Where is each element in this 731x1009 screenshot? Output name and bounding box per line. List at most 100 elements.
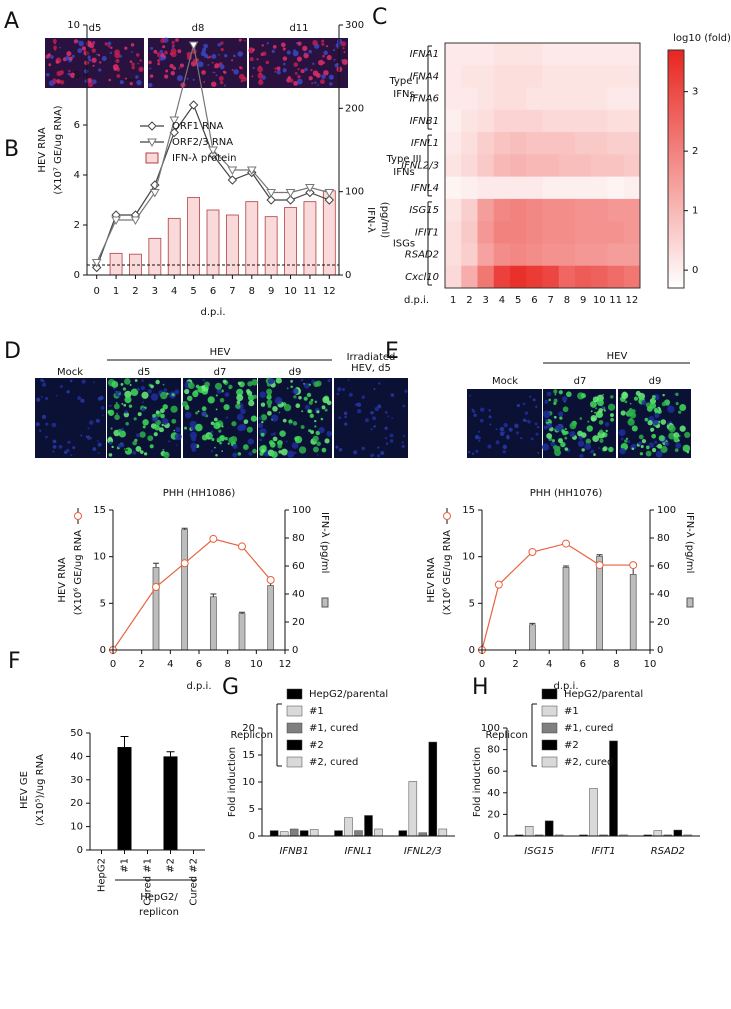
y-axis-label: (X10⁶ GE/ug RNA (73, 530, 84, 615)
legend-label: #2, cured (309, 757, 358, 768)
cell-stain (598, 412, 603, 418)
heatmap-cell (477, 198, 495, 222)
cell-stain (334, 63, 339, 68)
heatmap-cell (607, 65, 625, 88)
cell-stain (580, 393, 586, 399)
cell-stain (164, 74, 169, 79)
cell-stain (610, 413, 614, 418)
heatmap-cell (607, 198, 625, 222)
heatmap-cell (558, 176, 576, 200)
cell-stain (169, 63, 174, 69)
cell-stain (495, 440, 500, 445)
cell-stain (110, 46, 113, 49)
legend-label: #1 (564, 706, 579, 717)
heatmap-cell (493, 176, 511, 200)
y-axis-label: Fold induction (227, 747, 238, 817)
heatmap-cell (623, 87, 641, 111)
y-tick-label: 30 (70, 775, 83, 786)
cell-stain (53, 45, 57, 50)
y-tick-label: 0 (74, 270, 80, 281)
cell-stain (532, 398, 536, 402)
cell-stain (116, 74, 121, 78)
cell-stain (236, 413, 244, 421)
cell-stain (125, 421, 129, 426)
cell-stain (266, 410, 272, 416)
heatmap-cell (477, 109, 495, 133)
x-tick-label: 10 (284, 286, 297, 297)
heatmap-cell (526, 265, 543, 289)
x-axis-label: d.p.i. (200, 307, 225, 318)
marker (147, 138, 157, 148)
image-label: HEV, d5 (351, 363, 391, 374)
bar (238, 613, 246, 651)
cell-stain (524, 411, 529, 415)
cell-stain (100, 406, 105, 410)
y2-tick-label: 80 (292, 533, 305, 544)
heatmap-cell (461, 243, 478, 267)
heatmap-cell (493, 243, 511, 267)
heatmap-cell (623, 176, 641, 200)
legend-label: #1 (309, 706, 324, 717)
cell-stain (598, 408, 603, 413)
cell-stain (170, 71, 175, 76)
cell-stain (120, 427, 124, 431)
marker (443, 512, 451, 520)
bar (334, 830, 343, 837)
cell-stain (248, 451, 253, 456)
cell-stain (593, 453, 596, 456)
cell-stain (308, 76, 313, 81)
cell-stain (114, 52, 121, 59)
cell-stain (42, 380, 46, 383)
cell-stain (188, 382, 195, 389)
y2-tick-label: 0 (657, 645, 663, 656)
cell-stain (35, 422, 40, 427)
cell-stain (661, 401, 667, 407)
cell-stain (280, 42, 286, 48)
cell-stain (564, 436, 568, 440)
cell-stain (648, 442, 655, 448)
cell-stain (286, 450, 295, 458)
row-label: RSAD2 (405, 250, 439, 261)
cell-stain (192, 390, 199, 398)
cell-stain (142, 425, 146, 429)
heatmap-cell (542, 132, 560, 155)
cell-stain (311, 82, 314, 85)
heatmap-cell (591, 87, 608, 111)
row-label: IFNL2/3 (401, 161, 439, 172)
cell-stain (217, 53, 220, 56)
cell-stain (257, 66, 264, 73)
marker (595, 561, 604, 570)
heatmap-cell (526, 65, 543, 88)
cell-stain (579, 417, 583, 420)
cell-stain (77, 396, 82, 400)
cell-stain (160, 391, 168, 400)
cell-stain (293, 49, 296, 52)
y-tick-label: 20 (242, 723, 255, 734)
cell-stain (173, 429, 176, 432)
cell-stain (150, 46, 154, 50)
cell-stain (233, 69, 239, 75)
legend-swatch (321, 597, 329, 608)
cell-stain (142, 401, 145, 404)
cell-stain (210, 450, 213, 453)
heatmap-cell (477, 43, 495, 66)
cell-stain (577, 440, 585, 447)
marker (208, 146, 218, 156)
cell-stain (259, 445, 267, 453)
cell-stain (161, 418, 169, 425)
legend-label: ORF2/3 RNA (172, 137, 233, 148)
x-tick-label: 12 (323, 286, 336, 297)
cell-stain (129, 81, 133, 86)
cell-stain (132, 440, 137, 446)
cell-stain (337, 387, 342, 392)
x-tick-label: 8 (224, 659, 230, 670)
cell-stain (660, 445, 668, 453)
heatmap-cell (623, 43, 641, 66)
cell-stain (515, 431, 519, 435)
cell-stain (654, 440, 658, 444)
y-tick-label: 0 (100, 645, 106, 656)
y-tick-label: 80 (487, 745, 500, 756)
heatmap-cell (591, 221, 608, 244)
heatmap-cell (542, 265, 560, 289)
cell-stain (130, 43, 135, 47)
